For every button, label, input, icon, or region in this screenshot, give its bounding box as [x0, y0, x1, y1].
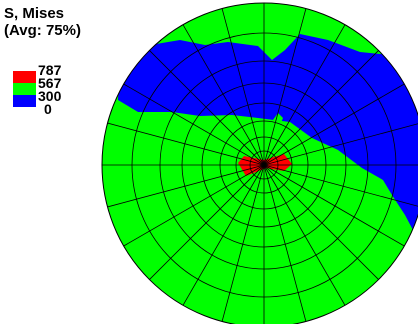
legend-value-787: 787	[38, 62, 62, 78]
mesh-spoke	[263, 164, 307, 322]
legend-subtitle: (Avg: 75%)	[4, 22, 81, 39]
mesh-spoke	[263, 83, 405, 166]
mesh-spoke	[263, 8, 307, 166]
mesh-spoke	[149, 164, 265, 280]
mesh-spoke	[263, 24, 346, 166]
mesh-spoke	[263, 164, 418, 208]
mesh-spoke	[221, 8, 265, 166]
mesh-spoke	[182, 24, 265, 166]
mesh-spoke	[263, 164, 379, 280]
mesh-spoke	[263, 164, 346, 306]
mesh-spoke	[123, 83, 265, 166]
green-stress-wedge	[265, 113, 283, 162]
disk-outline	[101, 2, 418, 324]
legend-value-300: 300	[38, 88, 62, 104]
mesh-spoke	[263, 122, 418, 166]
legend-swatch-green	[13, 83, 36, 95]
mesh-spoke	[123, 164, 265, 247]
mesh-spoke	[221, 164, 265, 322]
blue-stress-region	[118, 34, 418, 240]
mesh-spoke	[263, 50, 379, 166]
legend-title: S, Mises	[4, 5, 65, 22]
mesh-lines	[102, 3, 418, 324]
mesh-spoke	[107, 122, 265, 166]
mesh-spoke	[149, 50, 265, 166]
legend-value-0: 0	[44, 101, 52, 117]
legend-value-567: 567	[38, 75, 62, 91]
mesh-spoke	[107, 164, 265, 208]
mesh-spoke	[182, 164, 265, 306]
legend-swatch-red	[13, 71, 36, 83]
legend-swatch-blue	[13, 95, 36, 107]
mesh-spoke	[263, 164, 405, 247]
